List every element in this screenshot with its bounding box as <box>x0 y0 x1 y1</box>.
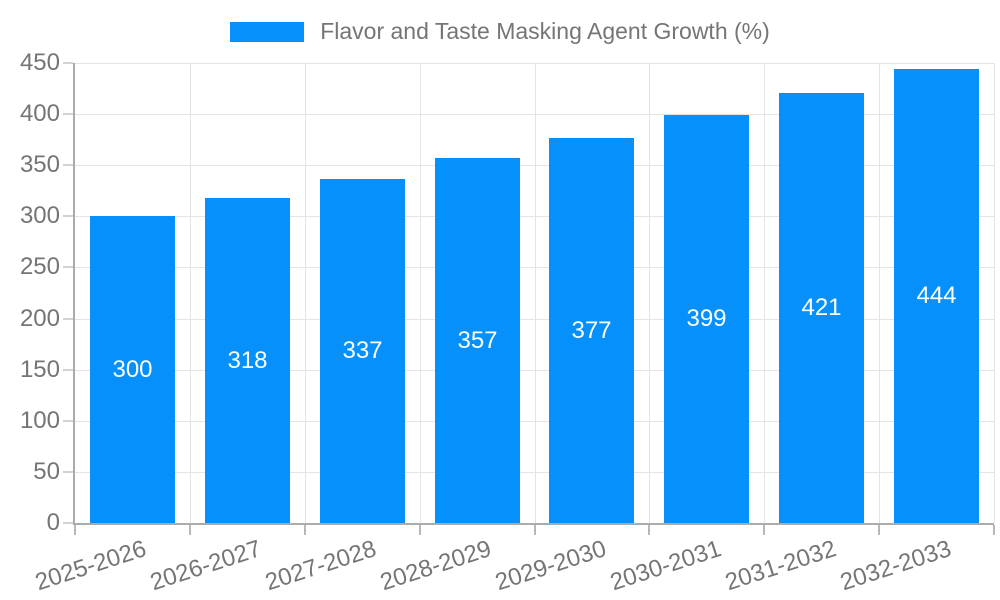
bar-value-label: 300 <box>112 355 153 383</box>
bar: 318 <box>205 198 290 523</box>
y-tick <box>63 215 73 218</box>
y-tick-label: 100 <box>19 406 60 434</box>
y-tick-label: 400 <box>19 100 60 128</box>
y-tick-label: 50 <box>33 457 60 485</box>
x-gridline <box>190 63 191 523</box>
x-tick <box>419 525 421 535</box>
y-gridline <box>75 318 994 320</box>
y-tick <box>63 164 73 167</box>
y-tick-label: 450 <box>19 49 60 76</box>
bar-value-label: 421 <box>801 294 842 321</box>
x-gridline <box>994 63 995 523</box>
bar: 377 <box>549 138 634 523</box>
x-tick <box>763 525 765 535</box>
legend-label: Flavor and Taste Masking Agent Growth (%… <box>320 18 770 44</box>
x-tick-label: 2029-2030 <box>492 535 610 597</box>
x-gridline <box>305 63 306 523</box>
bar: 300 <box>90 216 175 523</box>
x-gridline <box>649 63 650 523</box>
x-tick-label: 2032-2033 <box>837 535 955 597</box>
y-tick <box>63 317 73 320</box>
x-tick <box>993 525 995 535</box>
y-tick <box>63 266 73 269</box>
bar: 337 <box>320 179 405 523</box>
x-tick-label: 2031-2032 <box>722 535 840 597</box>
bar-value-label: 444 <box>916 282 957 309</box>
y-tick-label: 350 <box>19 151 60 179</box>
y-tick-label: 300 <box>19 202 60 230</box>
y-tick <box>63 368 73 371</box>
y-gridline <box>75 471 994 473</box>
y-tick-label: 150 <box>19 355 60 383</box>
x-gridline <box>420 63 421 523</box>
y-tick <box>63 62 73 64</box>
x-tick-label: 2027-2028 <box>262 535 380 597</box>
bar: 444 <box>894 69 979 523</box>
x-gridline <box>535 63 536 523</box>
bar-value-label: 377 <box>571 316 612 344</box>
y-gridline <box>75 369 994 371</box>
bar: 357 <box>435 158 520 523</box>
x-tick-label: 2028-2029 <box>377 535 495 597</box>
x-tick <box>304 525 306 535</box>
plot-area: 0 50 100 150 200 250 300 350 400 450 300 318 337 357 3… <box>20 51 995 596</box>
x-tick <box>189 525 191 535</box>
x-tick-label: 2030-2031 <box>607 535 725 597</box>
y-tick-label: 0 <box>46 509 60 536</box>
y-gridline <box>75 63 994 64</box>
x-gridline <box>879 63 880 523</box>
x-gridline <box>764 63 765 523</box>
x-tick-label: 2025-2026 <box>32 535 150 597</box>
y-gridline <box>75 165 994 167</box>
y-gridline <box>75 267 994 269</box>
bar: 399 <box>664 115 749 523</box>
x-tick <box>878 525 880 535</box>
bar-value-label: 357 <box>457 326 498 354</box>
x-tick <box>74 525 76 535</box>
chart-legend: Flavor and Taste Masking Agent Growth (%… <box>0 18 1000 45</box>
y-tick <box>63 419 73 422</box>
bar: 421 <box>779 93 864 523</box>
bar-value-label: 337 <box>342 337 383 364</box>
y-tick-label: 250 <box>19 253 60 281</box>
y-gridline <box>75 114 994 116</box>
y-tick <box>63 113 73 116</box>
y-tick <box>63 470 73 473</box>
x-tick <box>534 525 536 535</box>
y-tick <box>63 522 73 524</box>
legend-swatch <box>230 21 305 42</box>
y-gridline <box>75 420 994 422</box>
x-tick-label: 2026-2027 <box>147 535 265 597</box>
y-tick-label: 200 <box>19 304 60 332</box>
y-gridline <box>75 216 994 218</box>
bar-value-label: 318 <box>227 346 268 374</box>
bar-value-label: 399 <box>686 305 727 332</box>
x-tick <box>648 525 650 535</box>
